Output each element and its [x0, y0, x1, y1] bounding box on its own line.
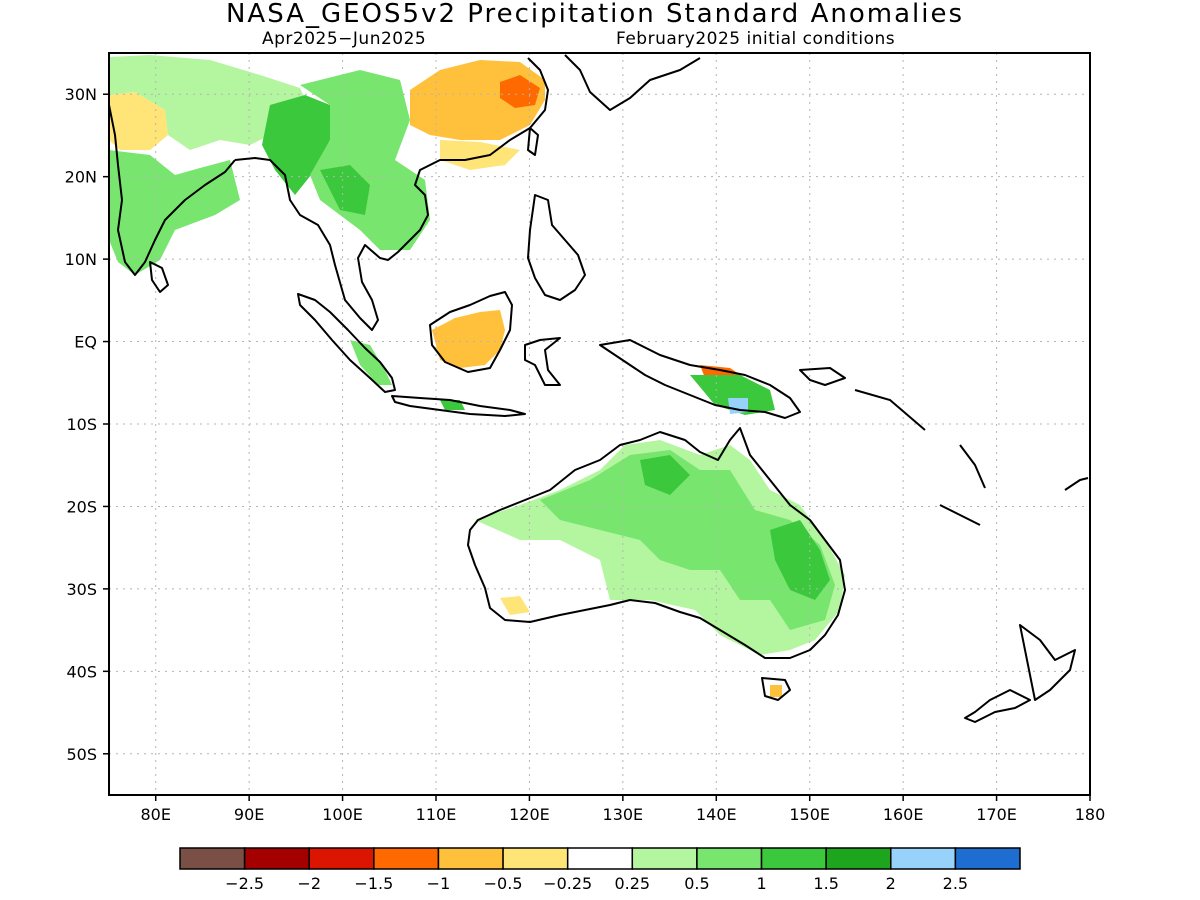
coast-newguinea: [599, 339, 801, 419]
tick-label-lat: 30N: [65, 85, 97, 104]
coast-australia: [467, 427, 846, 659]
legend-label: 1: [756, 874, 766, 893]
legend-label: −1: [427, 874, 451, 893]
coast-mainland-sea: [234, 57, 549, 331]
anomaly-region-india: [109, 150, 240, 275]
coast-newzealand-north: [1019, 624, 1076, 701]
anomaly-region-australia-core: [540, 450, 835, 630]
anomaly-region-india-west: [109, 92, 168, 150]
anomaly-region-indochina: [300, 70, 430, 250]
coast-vanuatu: [939, 504, 981, 526]
tick-label-lon: 140E: [696, 805, 737, 824]
legend-swatch: [308, 847, 375, 870]
tick-label-lat: 50S: [66, 745, 97, 764]
tick-label-lon: 80E: [140, 805, 170, 824]
legend-label: −2: [297, 874, 321, 893]
tick-label-lat: EQ: [74, 333, 97, 352]
legend-swatch: [890, 847, 957, 870]
legend-swatch: [243, 847, 310, 870]
legend-swatch: [179, 847, 246, 870]
coast-taiwan: [527, 127, 539, 156]
axis-ticks: 30N 20N 10N EQ 10S 20S 30S 40S 50S 80E 90E 100E 110E…: [65, 85, 1106, 824]
anomaly-region-newguinea: [690, 375, 775, 415]
coast-sulawesi: [524, 337, 561, 386]
anomaly-region-australia-north: [640, 455, 690, 495]
legend-swatch: [760, 847, 827, 870]
tick-label-lon: 160E: [883, 805, 924, 824]
legend-swatch: [696, 847, 763, 870]
legend-swatch: [954, 847, 1021, 870]
tick-label-lat: 10S: [66, 415, 97, 434]
legend-swatch: [502, 847, 569, 870]
legend-swatch: [566, 847, 634, 870]
tick-label-lon: 170E: [976, 805, 1017, 824]
legend-label: 0.25: [614, 874, 650, 893]
anomaly-region-sumatra: [350, 340, 392, 385]
coast-india: [109, 104, 236, 276]
coast-solomons: [854, 389, 926, 431]
tick-label-lat: 10N: [65, 250, 97, 269]
coast-borneo: [429, 291, 513, 373]
tick-label-lat: 30S: [66, 580, 97, 599]
tick-label-lat: 40S: [66, 662, 97, 681]
coast-tasmania: [761, 677, 791, 701]
legend-label: −0.5: [484, 874, 523, 893]
coast-philippines: [527, 194, 586, 301]
legend-label: 1.5: [813, 874, 838, 893]
legend-swatch: [373, 847, 440, 870]
coast-korea-japan: [564, 54, 701, 111]
legend-swatch: [825, 847, 892, 870]
legend-label: −1.5: [354, 874, 393, 893]
coast-newcaledonia: [959, 444, 986, 489]
tick-label-lon: 90E: [234, 805, 264, 824]
legend-label: 2: [886, 874, 896, 893]
tick-label-lon: 120E: [509, 805, 550, 824]
anomaly-fields: [109, 55, 845, 697]
coast-newbritain: [799, 367, 846, 386]
tick-label-lon: 110E: [416, 805, 457, 824]
anomaly-region-china-coast: [500, 75, 540, 108]
anomaly-region-tasmania: [770, 685, 782, 697]
coast-java: [391, 395, 526, 417]
legend-swatches: [179, 847, 1021, 870]
forecast-period: Apr2025−Jun2025: [262, 29, 427, 49]
coast-newzealand-south: [964, 689, 1031, 723]
tick-label-lat: 20N: [65, 168, 97, 187]
coast-srilanka: [149, 261, 169, 293]
anomaly-region-india-north: [109, 55, 310, 150]
coastlines: [109, 54, 1089, 723]
legend-label: 2.5: [943, 874, 968, 893]
legend-label: 0.5: [684, 874, 709, 893]
legend-label: −0.25: [543, 874, 592, 893]
legend-swatch: [631, 847, 698, 870]
map-title: NASA_GEOS5v2 Precipitation Standard Anom…: [225, 0, 965, 29]
anomaly-region-australia-east: [770, 520, 830, 600]
tick-label-lon: 180: [1075, 805, 1106, 824]
legend-label: −2.5: [225, 874, 264, 893]
tick-label-lon: 100E: [322, 805, 363, 824]
tick-label-lon: 150E: [789, 805, 830, 824]
coast-fiji: [1064, 477, 1089, 491]
tick-label-lon: 130E: [603, 805, 644, 824]
anomaly-region-borneo: [432, 310, 505, 368]
anomaly-region-burma-core: [320, 165, 370, 215]
tick-label-lat: 20S: [66, 497, 97, 516]
coast-sumatra: [297, 293, 396, 393]
anomaly-region-sw-australia: [500, 596, 530, 615]
initial-conditions: February2025 initial conditions: [616, 29, 896, 49]
grid-lines: [109, 53, 1090, 795]
legend-labels: −2.5 −2 −1.5 −1 −0.5 −0.25 0.25 0.5 1 1.5 2 2.5: [225, 874, 968, 893]
legend-swatch: [437, 847, 504, 870]
